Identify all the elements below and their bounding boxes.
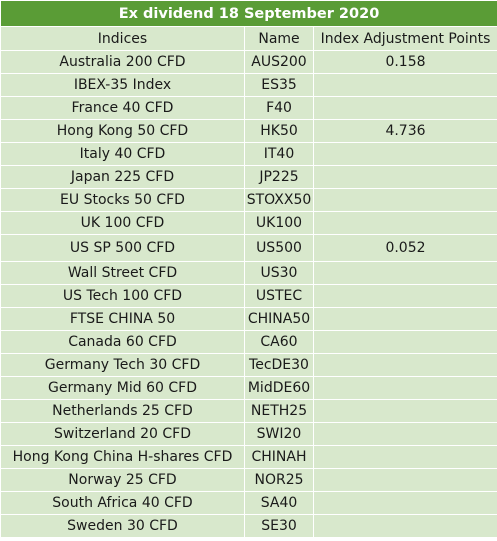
cell-index: Hong Kong China H-shares CFD [0, 445, 245, 469]
cell-index: US Tech 100 CFD [0, 284, 245, 308]
cell-adjustment-points [312, 261, 497, 285]
cell-name: F40 [244, 96, 314, 120]
table-row: US Tech 100 CFD USTEC [0, 284, 497, 308]
cell-index: South Africa 40 CFD [0, 491, 245, 515]
cell-index: UK 100 CFD [0, 211, 245, 235]
table-row: Norway 25 CFD NOR25 [0, 468, 497, 492]
cell-index: Japan 225 CFD [0, 165, 245, 189]
cell-name: CHINAH [244, 445, 314, 469]
cell-name: SA40 [244, 491, 314, 515]
table-row: Germany Tech 30 CFD TecDE30 [0, 353, 497, 377]
table-row: EU Stocks 50 CFD STOXX50 [0, 188, 497, 212]
cell-index: Switzerland 20 CFD [0, 422, 245, 446]
cell-index: Canada 60 CFD [0, 330, 245, 354]
cell-index: Sweden 30 CFD [0, 514, 245, 538]
cell-index: France 40 CFD [0, 96, 245, 120]
column-header-name: Name [244, 26, 314, 51]
cell-index: Norway 25 CFD [0, 468, 245, 492]
cell-name: AUS200 [244, 50, 314, 74]
table-row: Canada 60 CFD CA60 [0, 330, 497, 354]
cell-name: USTEC [244, 284, 314, 308]
cell-index: Italy 40 CFD [0, 142, 245, 166]
table-row: IBEX-35 Index ES35 [0, 73, 497, 97]
cell-adjustment-points [312, 330, 497, 354]
cell-name: HK50 [244, 119, 314, 143]
cell-adjustment-points [312, 491, 497, 515]
cell-adjustment-points [312, 73, 497, 97]
cell-name: US30 [244, 261, 314, 285]
cell-name: US500 [244, 234, 314, 262]
cell-name: IT40 [244, 142, 314, 166]
table-row: Switzerland 20 CFD SWI20 [0, 422, 497, 446]
table-row: US SP 500 CFD US500 0.052 [0, 234, 497, 262]
table-title: Ex dividend 18 September 2020 [0, 0, 497, 27]
cell-adjustment-points [312, 376, 497, 400]
cell-name: CHINA50 [244, 307, 314, 331]
cell-index: Germany Tech 30 CFD [0, 353, 245, 377]
cell-name: NETH25 [244, 399, 314, 423]
table-row: France 40 CFD F40 [0, 96, 497, 120]
cell-adjustment-points [312, 96, 497, 120]
cell-adjustment-points [312, 422, 497, 446]
cell-adjustment-points [312, 211, 497, 235]
table-row: Wall Street CFD US30 [0, 261, 497, 285]
cell-index: Wall Street CFD [0, 261, 245, 285]
cell-name: MidDE60 [244, 376, 314, 400]
cell-index: US SP 500 CFD [0, 234, 245, 262]
cell-adjustment-points [312, 165, 497, 189]
cell-name: STOXX50 [244, 188, 314, 212]
cell-adjustment-points: 0.158 [312, 50, 497, 74]
cell-adjustment-points [312, 284, 497, 308]
cell-name: ES35 [244, 73, 314, 97]
table-row: Japan 225 CFD JP225 [0, 165, 497, 189]
cell-index: Netherlands 25 CFD [0, 399, 245, 423]
column-header-adjustment-points: Index Adjustment Points [312, 26, 497, 51]
cell-name: CA60 [244, 330, 314, 354]
cell-name: TecDE30 [244, 353, 314, 377]
cell-name: JP225 [244, 165, 314, 189]
table-row: Germany Mid 60 CFD MidDE60 [0, 376, 497, 400]
cell-name: UK100 [244, 211, 314, 235]
cell-adjustment-points [312, 468, 497, 492]
cell-name: SWI20 [244, 422, 314, 446]
table-row: Italy 40 CFD IT40 [0, 142, 497, 166]
table-row: Australia 200 CFD AUS200 0.158 [0, 50, 497, 74]
column-header-indices: Indices [0, 26, 245, 51]
cell-adjustment-points [312, 307, 497, 331]
cell-index: Hong Kong 50 CFD [0, 119, 245, 143]
cell-name: NOR25 [244, 468, 314, 492]
cell-index: IBEX-35 Index [0, 73, 245, 97]
cell-index: Germany Mid 60 CFD [0, 376, 245, 400]
table-row: Hong Kong China H-shares CFD CHINAH [0, 445, 497, 469]
cell-index: Australia 200 CFD [0, 50, 245, 74]
table-row: UK 100 CFD UK100 [0, 211, 497, 235]
cell-adjustment-points [312, 142, 497, 166]
cell-index: EU Stocks 50 CFD [0, 188, 245, 212]
table-row: Hong Kong 50 CFD HK50 4.736 [0, 119, 497, 143]
table-row: FTSE CHINA 50 CHINA50 [0, 307, 497, 331]
cell-name: SE30 [244, 514, 314, 538]
table-row: Sweden 30 CFD SE30 [0, 514, 497, 538]
table-row: Netherlands 25 CFD NETH25 [0, 399, 497, 423]
cell-adjustment-points [312, 353, 497, 377]
cell-adjustment-points [312, 188, 497, 212]
cell-adjustment-points [312, 445, 497, 469]
table-row: South Africa 40 CFD SA40 [0, 491, 497, 515]
cell-adjustment-points [312, 399, 497, 423]
cell-adjustment-points: 4.736 [312, 119, 497, 143]
cell-adjustment-points [312, 514, 497, 538]
cell-index: FTSE CHINA 50 [0, 307, 245, 331]
cell-adjustment-points: 0.052 [312, 234, 497, 262]
